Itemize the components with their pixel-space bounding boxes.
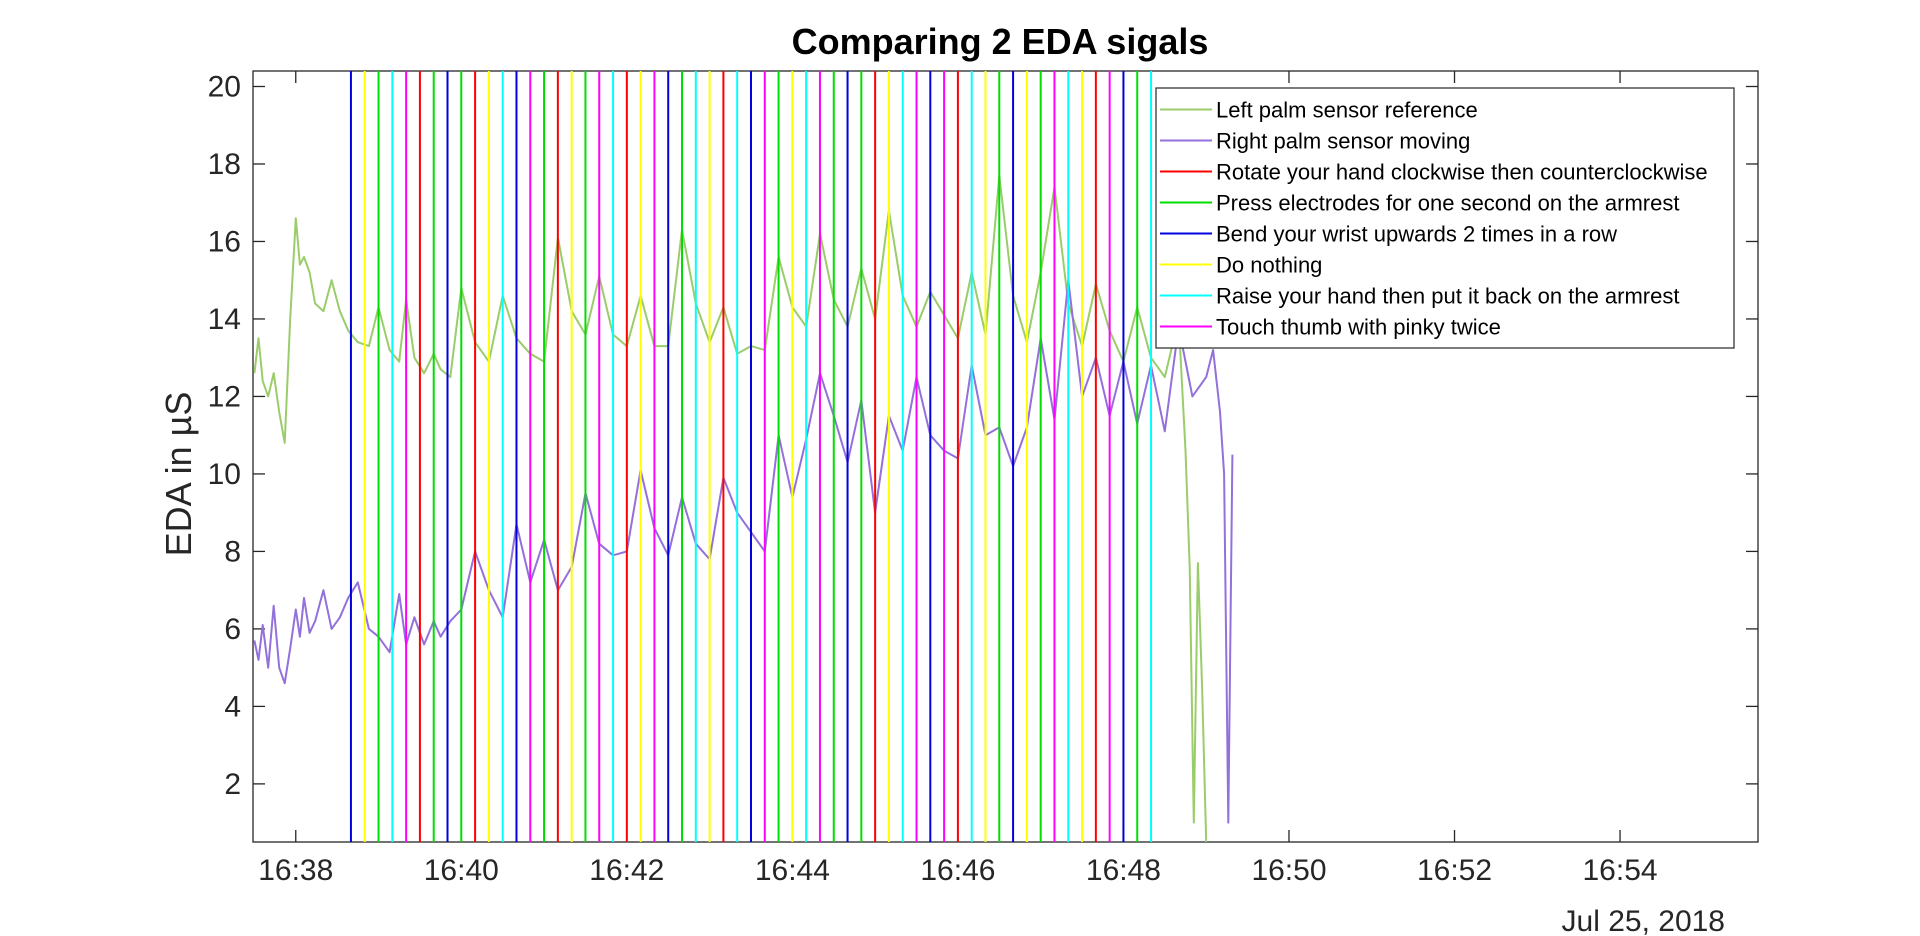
legend: Left palm sensor reference Right palm sen… xyxy=(1155,87,1735,349)
y-tick-label: 18 xyxy=(208,148,241,181)
x-tick-label: 16:48 xyxy=(1086,854,1161,887)
plot-area: 2 4 6 8 10 12 14 16 18 20 16:38 16:40 16:42 16:44 16:4… xyxy=(208,70,1759,887)
chart-title: Comparing 2 EDA sigals xyxy=(792,21,1209,62)
x-tick-label: 16:42 xyxy=(589,854,664,887)
legend-box xyxy=(1155,87,1735,349)
legend-entry-label: Left palm sensor reference xyxy=(1216,98,1478,123)
x-axis-date-label: Jul 25, 2018 xyxy=(1562,905,1725,936)
legend-entry-label: Touch thumb with pinky twice xyxy=(1216,315,1501,340)
x-tick-label: 16:54 xyxy=(1583,854,1658,887)
x-tick-label: 16:44 xyxy=(755,854,830,887)
y-tick-label: 8 xyxy=(224,535,241,568)
y-tick-label: 16 xyxy=(208,225,241,258)
legend-entry-label: Rotate your hand clockwise then counterc… xyxy=(1216,160,1708,185)
series-line-left-palm xyxy=(253,174,1208,843)
axes-box xyxy=(252,70,1759,843)
y-tick-label: 14 xyxy=(208,303,241,336)
x-tick-label: 16:46 xyxy=(920,854,995,887)
y-axis-label: EDA in µS xyxy=(158,392,199,557)
x-tick-label: 16:52 xyxy=(1417,854,1492,887)
y-tick-label: 4 xyxy=(224,690,241,723)
y-tick-label: 2 xyxy=(224,768,241,801)
x-tick-label: 16:40 xyxy=(424,854,499,887)
legend-entry-label: Press electrodes for one second on the a… xyxy=(1216,191,1679,216)
x-tick-label: 16:50 xyxy=(1251,854,1326,887)
y-tick-label: 20 xyxy=(208,70,241,103)
legend-entry-label: Right palm sensor moving xyxy=(1216,129,1470,154)
legend-entry-label: Do nothing xyxy=(1216,253,1322,278)
y-tick-label: 10 xyxy=(208,458,241,491)
legend-entry-label: Raise your hand then put it back on the … xyxy=(1216,284,1679,309)
x-tick-label: 16:38 xyxy=(258,854,333,887)
y-tick-label: 6 xyxy=(224,613,241,646)
series-line-right-palm xyxy=(253,279,1234,824)
legend-entry-label: Bend your wrist upwards 2 times in a row xyxy=(1216,222,1617,247)
y-tick-label: 12 xyxy=(208,380,241,413)
